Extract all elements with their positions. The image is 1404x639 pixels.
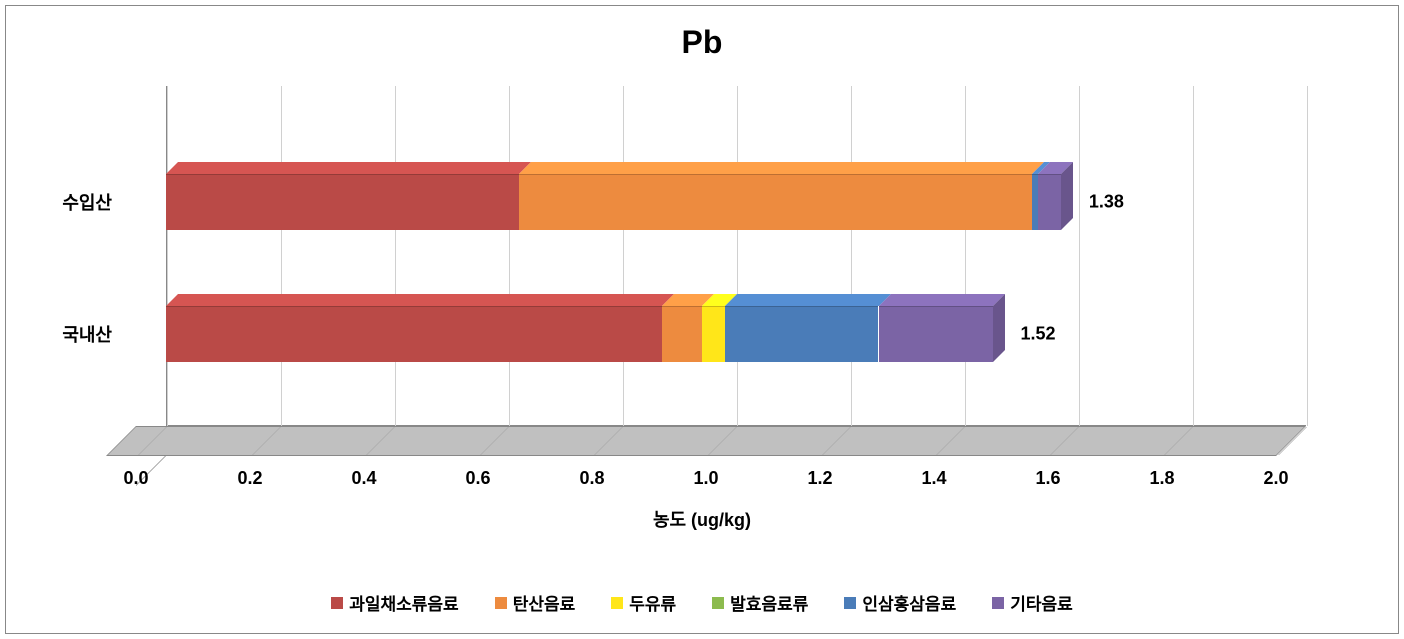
bar-top-3d xyxy=(725,294,891,306)
x-axis-label: 농도 (ug/kg) xyxy=(6,506,1398,532)
floor-gridline xyxy=(138,427,167,455)
floor-gridline xyxy=(1278,427,1307,455)
plot-area: 1.38 1.52 xyxy=(136,86,1306,456)
y-tick-label: 수입산 xyxy=(62,189,112,215)
floor-gridline xyxy=(252,427,281,455)
bar-segment-soymilk xyxy=(702,306,725,362)
legend-label: 기타음료 xyxy=(1010,595,1073,614)
legend-swatch xyxy=(611,597,623,609)
floor-gridline xyxy=(822,427,851,455)
legend-label: 탄산음료 xyxy=(513,595,576,614)
bar-segment-carbonated xyxy=(519,174,1032,230)
bar-top-3d xyxy=(519,162,1044,174)
floor-gridline xyxy=(366,427,395,455)
floor-gridline xyxy=(480,427,509,455)
x-tick-label: 0.4 xyxy=(351,468,376,489)
legend-item-fruit_veg: 과일채소류음료 xyxy=(331,590,458,615)
chart-title: Pb xyxy=(6,24,1398,61)
bar-segment-other xyxy=(879,306,993,362)
floor-3d xyxy=(106,426,1306,456)
legend: 과일채소류음료 탄산음료 두유류 발효음료류 인삼홍삼음료 기타음료 xyxy=(6,590,1398,615)
x-tick-label: 1.0 xyxy=(693,468,718,489)
gridline xyxy=(509,86,510,426)
x-tick-label: 2.0 xyxy=(1263,468,1288,489)
bar-top-3d xyxy=(879,294,1005,306)
bar-segment-fruit_veg xyxy=(166,306,662,362)
legend-item-soymilk: 두유류 xyxy=(611,590,676,615)
floor-gridline xyxy=(594,427,623,455)
legend-item-carbonated: 탄산음료 xyxy=(495,590,576,615)
x-tick-label: 0.6 xyxy=(465,468,490,489)
legend-label: 인삼홍삼음료 xyxy=(862,595,956,614)
floor-gridline xyxy=(708,427,737,455)
x-tick-label: 0.2 xyxy=(237,468,262,489)
bar-segment-fruit_veg xyxy=(166,174,519,230)
gridline xyxy=(965,86,966,426)
legend-swatch xyxy=(331,597,343,609)
gridline xyxy=(1307,86,1308,426)
bar-total-label: 1.38 xyxy=(1089,192,1124,213)
legend-item-other: 기타음료 xyxy=(992,590,1073,615)
legend-label: 과일채소류음료 xyxy=(349,595,458,614)
bar-segment-ginseng xyxy=(725,306,879,362)
x-tick-label: 0.0 xyxy=(123,468,148,489)
legend-swatch xyxy=(712,597,724,609)
legend-item-ginseng: 인삼홍삼음료 xyxy=(844,590,956,615)
bar-side-3d xyxy=(993,294,1005,362)
gridline xyxy=(167,86,168,426)
legend-item-fermented: 발효음료류 xyxy=(712,590,808,615)
floor-gridline xyxy=(1164,427,1193,455)
x-tick-label: 1.2 xyxy=(807,468,832,489)
chart-container: Pb 1.38 1.52 0.0 0.2 0.4 0.6 0.8 1.0 1.2 1.4 1.6 1… xyxy=(5,5,1399,634)
bar-top-3d xyxy=(166,162,531,174)
gridline xyxy=(1193,86,1194,426)
legend-label: 발효음료류 xyxy=(730,595,808,614)
floor-gridline xyxy=(936,427,965,455)
y-tick-label: 국내산 xyxy=(62,321,112,347)
bar-total-label: 1.52 xyxy=(1021,324,1056,345)
legend-swatch xyxy=(992,597,1004,609)
x-tick-label: 0.8 xyxy=(579,468,604,489)
x-tick-label: 1.8 xyxy=(1149,468,1174,489)
bar-top-3d xyxy=(166,294,674,306)
bar-side-3d xyxy=(1061,162,1073,230)
gridline xyxy=(281,86,282,426)
gridline xyxy=(395,86,396,426)
gridline xyxy=(1079,86,1080,426)
gridline xyxy=(851,86,852,426)
gridline xyxy=(623,86,624,426)
x-tick-label: 1.6 xyxy=(1035,468,1060,489)
floor-gridline xyxy=(1050,427,1079,455)
legend-swatch xyxy=(495,597,507,609)
bar-segment-other xyxy=(1038,174,1061,230)
legend-label: 두유류 xyxy=(629,595,676,614)
legend-swatch xyxy=(844,597,856,609)
bar-segment-carbonated xyxy=(662,306,702,362)
back-wall-3d xyxy=(166,86,1306,426)
gridline xyxy=(737,86,738,426)
x-tick-label: 1.4 xyxy=(921,468,946,489)
